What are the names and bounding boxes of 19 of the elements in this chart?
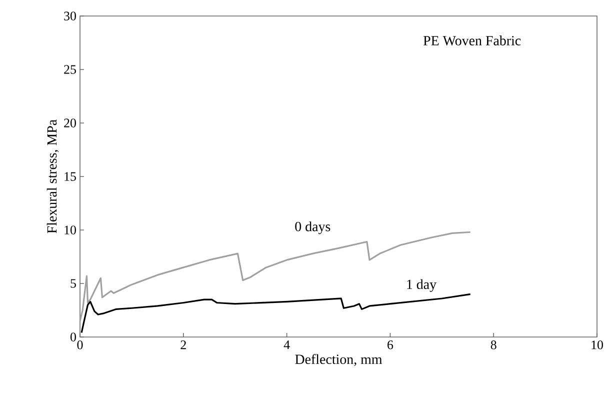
y-axis-title: Flexural stress, MPa (46, 120, 59, 234)
x-tick-label: 8 (490, 340, 496, 350)
series-label: 0 days (295, 221, 330, 234)
y-tick-label: 0 (70, 332, 76, 342)
x-tick-label: 6 (388, 340, 394, 350)
x-tick-label: 2 (180, 340, 186, 350)
annotation: PE Woven Fabric (423, 36, 521, 46)
x-tick-label: 4 (284, 340, 290, 350)
y-tick-label: 15 (64, 172, 76, 181)
y-tick-label: 25 (64, 65, 76, 74)
x-axis-title: Deflection, mm (295, 354, 382, 366)
y-tick-label: 20 (64, 118, 76, 128)
series-label: 1 day (407, 279, 436, 292)
line-series (80, 293, 472, 334)
y-tick-label: 30 (64, 12, 76, 20)
y-tick-label: 5 (70, 279, 76, 288)
x-tick-label: 10 (592, 340, 603, 350)
y-tick-label: 10 (64, 226, 76, 234)
x-tick-label: 0 (77, 340, 83, 350)
